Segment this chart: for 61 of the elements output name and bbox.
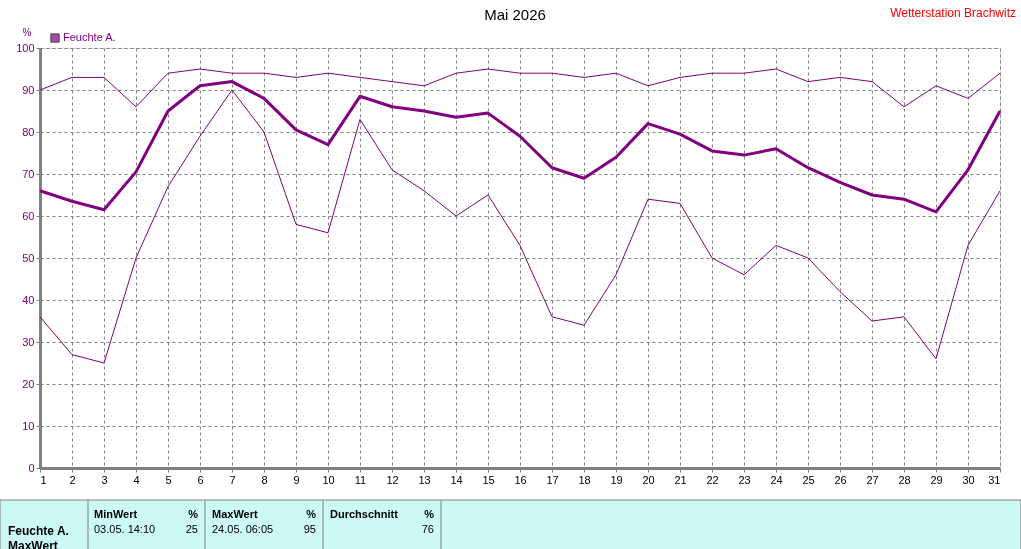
line-series xyxy=(39,68,1001,108)
y-tick-label: 20 xyxy=(22,377,35,390)
text: MaxWert xyxy=(212,508,258,520)
x-tick-label: 9 xyxy=(293,473,300,486)
y-tick-label: 30 xyxy=(22,335,35,348)
x-tick-label: 23 xyxy=(738,473,751,486)
x-tick-label: 18 xyxy=(578,473,591,486)
x-tick-label: 1 xyxy=(40,473,47,486)
text: 24.05. 06:05 xyxy=(212,523,274,535)
x-tick-label: 29 xyxy=(930,473,943,486)
x-tick-label: 12 xyxy=(386,473,399,486)
text: 25 xyxy=(185,523,198,535)
text: Feuchte A. xyxy=(8,524,69,538)
y-tick-label: 80 xyxy=(22,125,35,138)
text: 95 xyxy=(303,523,316,535)
x-tick-label: 6 xyxy=(197,473,204,486)
x-tick-label: 26 xyxy=(834,473,847,486)
text: % xyxy=(424,508,435,520)
text: Wetterstation Brachwitz xyxy=(890,6,1016,20)
x-tick-label: 22 xyxy=(706,473,719,486)
text: 03.05. 14:10 xyxy=(94,523,156,535)
x-tick-label: 3 xyxy=(101,473,108,486)
y-tick-label: 90 xyxy=(22,83,35,96)
x-tick-label: 28 xyxy=(898,473,911,486)
x-tick-label: 31 xyxy=(988,473,1001,486)
x-tick-label: 10 xyxy=(322,473,335,486)
x-tick-label: 20 xyxy=(642,473,655,486)
chart-title: Mai 2026 xyxy=(484,6,546,23)
x-tick-label: 11 xyxy=(354,473,367,486)
line-series xyxy=(39,89,1001,364)
y-tick-label: 60 xyxy=(22,209,35,222)
text: % xyxy=(306,508,317,520)
y-tick-label: 0 xyxy=(28,461,35,474)
text: 76 xyxy=(421,523,434,535)
x-tick-label: 15 xyxy=(482,473,495,486)
x-tick-label: 30 xyxy=(962,473,975,486)
x-tick-label: 25 xyxy=(802,473,815,486)
y-tick-label: 70 xyxy=(22,167,35,180)
y-tick-label: 50 xyxy=(22,251,35,264)
line-series xyxy=(38,80,1002,214)
text: Durchschnitt xyxy=(330,508,399,520)
x-tick-label: 14 xyxy=(450,473,463,486)
legend-label: Feuchte A. xyxy=(63,31,116,43)
x-tick-label: 5 xyxy=(165,473,172,486)
y-tick-label: 40 xyxy=(22,293,35,306)
x-tick-label: 17 xyxy=(546,473,559,486)
x-tick-label: 21 xyxy=(674,473,687,486)
x-tick-label: 13 xyxy=(418,473,431,486)
x-tick-label: 24 xyxy=(770,473,783,486)
y-tick-label: 100 xyxy=(16,41,35,54)
x-tick-label: 19 xyxy=(610,473,623,486)
text: MinWert xyxy=(94,508,138,520)
x-tick-label: 7 xyxy=(229,473,236,486)
y-tick-label: 10 xyxy=(22,419,35,432)
x-tick-label: 16 xyxy=(514,473,527,486)
x-tick-label: 8 xyxy=(261,473,268,486)
x-tick-label: 4 xyxy=(133,473,140,486)
text: % xyxy=(188,508,199,520)
x-tick-label: 27 xyxy=(866,473,879,486)
x-tick-label: 2 xyxy=(69,473,76,486)
y-axis-title: % xyxy=(22,27,32,38)
